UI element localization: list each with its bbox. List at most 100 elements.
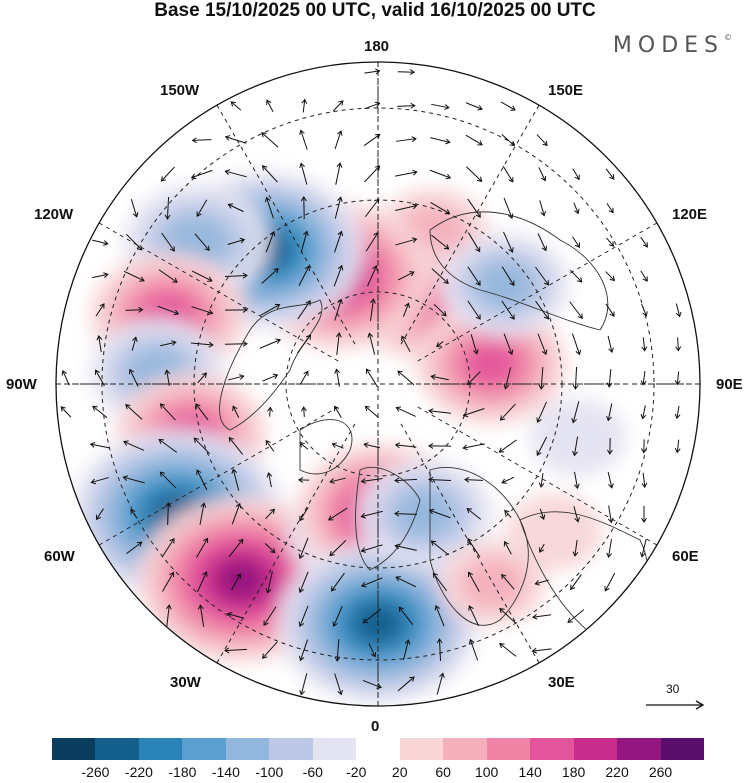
wind-arrow-shaft <box>62 370 70 386</box>
wind-arrow-shaft <box>227 613 245 619</box>
wind-arrow-shaft <box>431 268 449 284</box>
wind-arrow-shaft <box>501 133 515 147</box>
wind-arrow-shaft <box>265 508 275 520</box>
wind-arrow-head <box>462 411 469 418</box>
wind-arrow-head <box>300 196 307 202</box>
colorbar-cell <box>182 738 226 760</box>
wind-arrow-shaft <box>267 571 273 593</box>
wind-arrow-head <box>329 550 335 557</box>
wind-arrow-head <box>476 176 483 183</box>
wind-arrow-head <box>412 203 418 210</box>
wind-arrow-shaft <box>503 197 513 219</box>
wind-arrow-head <box>395 576 401 582</box>
meridian-line <box>400 423 540 664</box>
wind-arrow-shaft <box>573 506 579 522</box>
wind-arrow-shaft <box>503 333 513 355</box>
coastline <box>219 299 323 431</box>
wind-arrow-head <box>128 368 135 375</box>
colorbar-cell <box>138 738 183 760</box>
wind-arrow-head <box>236 573 242 579</box>
lon-label-150w: 150W <box>160 82 200 99</box>
wind-arrow-head <box>370 298 376 304</box>
wind-arrow-shaft <box>264 542 276 554</box>
lon-label-30w: 30W <box>170 674 201 691</box>
wind-arrow-shaft <box>470 334 478 354</box>
wind-arrow-shaft <box>298 266 310 286</box>
wind-arrow-shaft <box>299 442 309 450</box>
wind-arrow-shaft <box>269 407 271 417</box>
wind-arrow-shaft <box>395 576 417 588</box>
wind-arrow-head <box>411 136 417 143</box>
wind-arrow-head <box>475 280 481 286</box>
wind-arrow-head <box>331 442 338 448</box>
wind-arrow-shaft <box>574 539 578 557</box>
wind-arrow-shaft <box>91 477 109 483</box>
reference-vector-value: 30 <box>666 682 680 696</box>
wind-arrow-shaft <box>540 366 544 390</box>
wind-arrow-shaft <box>538 167 546 181</box>
wind-arrow-shaft <box>361 577 383 587</box>
wind-arrow-head <box>510 105 516 111</box>
wind-arrow-head <box>641 448 647 454</box>
wind-arrow-head <box>507 213 514 220</box>
wind-arrow-head <box>231 468 238 474</box>
colorbar-tick-label: 180 <box>561 764 586 780</box>
wind-arrow-shaft <box>363 443 381 449</box>
wind-arrow-head <box>508 247 514 253</box>
wind-arrow-head <box>473 349 479 355</box>
colorbar-cell <box>660 738 705 760</box>
meridian-line <box>98 222 339 362</box>
wind-arrow-shaft <box>431 375 449 381</box>
wind-arrow-head <box>367 332 374 338</box>
anomaly-contour <box>475 261 534 308</box>
wind-arrow-shaft <box>608 505 612 523</box>
wind-arrow-shaft <box>431 234 449 250</box>
wind-arrow-head <box>543 314 550 320</box>
wind-arrow-shaft <box>465 102 483 110</box>
wind-arrow-head <box>270 547 276 554</box>
wind-arrow-head <box>103 272 109 278</box>
wind-arrow-head <box>169 537 175 544</box>
wind-arrow-head <box>674 380 681 386</box>
wind-arrow-head <box>238 538 244 545</box>
wind-arrow-head <box>360 547 367 553</box>
wind-arrow-head <box>190 173 197 180</box>
lon-label-120e: 120E <box>672 206 708 223</box>
wind-arrow-shaft <box>467 198 481 218</box>
wind-arrow-shaft <box>605 271 615 281</box>
wind-arrow-head <box>498 447 505 453</box>
wind-arrow-shaft <box>299 507 309 521</box>
wind-arrow-shaft <box>225 136 247 144</box>
wind-arrow-shaft <box>573 202 579 214</box>
wind-arrow-shaft <box>336 333 340 355</box>
wind-arrow-shaft <box>500 101 516 111</box>
reference-arrow-icon <box>646 700 705 710</box>
wind-arrow-shaft <box>467 266 481 286</box>
wind-arrow-shaft <box>329 539 347 557</box>
wind-arrow-shaft <box>608 538 612 558</box>
wind-arrow-shaft <box>606 237 614 247</box>
wind-arrow-head <box>273 267 279 274</box>
wind-arrow-shaft <box>302 99 306 113</box>
wind-arrow-head <box>242 340 248 347</box>
wind-arrow-shaft <box>364 70 380 74</box>
wind-arrow-shaft <box>367 265 377 287</box>
wind-arrow-head <box>298 621 305 628</box>
wind-arrow-head <box>475 314 481 320</box>
wind-arrow-head <box>138 306 144 313</box>
wind-arrow-shaft <box>192 139 212 141</box>
meridian-line <box>417 406 658 546</box>
wind-arrow-head <box>499 607 505 614</box>
wind-arrow-head <box>301 406 307 412</box>
wind-arrow-head <box>230 101 236 107</box>
wind-arrow-shaft <box>536 436 548 456</box>
wind-arrow-shaft <box>333 265 343 287</box>
wind-arrow-shaft <box>368 643 376 657</box>
wind-arrow-shaft <box>261 132 279 148</box>
wind-arrow-shaft <box>574 366 578 390</box>
wind-arrow-head <box>266 99 272 105</box>
wind-arrow-shaft <box>570 574 582 590</box>
colorbar-tick-label: 220 <box>605 764 629 780</box>
wind-arrow-shaft <box>364 165 380 183</box>
wind-arrow-head <box>265 439 271 446</box>
